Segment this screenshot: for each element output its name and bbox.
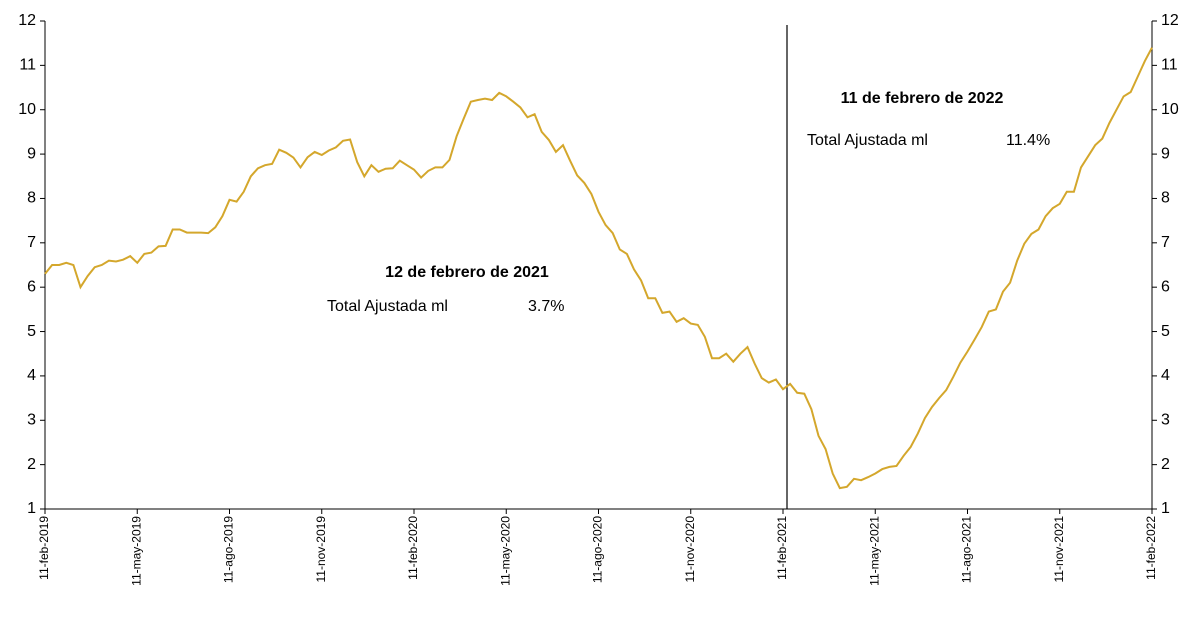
x-tick-label: 11-may-2019 [129, 516, 143, 586]
x-tick-label: 11-feb-2022 [1144, 516, 1158, 580]
y2-tick-label: 7 [1161, 234, 1170, 251]
x-tick-label: 11-ago-2021 [960, 516, 974, 583]
y2-tick-label: 8 [1161, 190, 1170, 207]
annotation-label: Total Ajustada ml [807, 132, 928, 149]
y-tick-label: 12 [18, 12, 36, 29]
y-tick-label: 1 [27, 500, 36, 517]
y-tick-label: 7 [27, 234, 36, 251]
y2-tick-label: 3 [1161, 411, 1170, 428]
annotation-value: 3.7% [528, 298, 564, 315]
annotation-title: 11 de febrero de 2022 [841, 90, 1004, 107]
y-tick-label: 6 [27, 278, 36, 295]
y2-tick-label: 4 [1161, 367, 1170, 384]
y2-tick-label: 2 [1161, 456, 1170, 473]
y2-tick-label: 9 [1161, 145, 1170, 162]
y-tick-label: 11 [19, 57, 36, 74]
x-tick-label: 11-ago-2020 [591, 516, 605, 583]
x-tick-label: 11-nov-2020 [683, 516, 697, 583]
x-tick-label: 11-nov-2021 [1052, 516, 1066, 583]
x-tick-label: 11-ago-2019 [222, 516, 236, 583]
annotation-value: 11.4% [1006, 132, 1050, 149]
y2-tick-label: 10 [1161, 101, 1179, 118]
y-tick-label: 5 [27, 323, 36, 340]
y2-tick-label: 11 [1161, 57, 1178, 74]
y-tick-label: 2 [27, 456, 36, 473]
y2-tick-label: 1 [1161, 500, 1170, 517]
x-tick-label: 11-feb-2019 [37, 516, 51, 580]
y-tick-label: 8 [27, 190, 36, 207]
x-tick-label: 11-feb-2020 [406, 516, 420, 580]
y2-tick-label: 5 [1161, 323, 1170, 340]
annotation-label: Total Ajustada ml [327, 298, 448, 315]
x-tick-label: 11-nov-2019 [314, 516, 328, 583]
y-tick-label: 4 [27, 367, 36, 384]
y-tick-label: 3 [27, 411, 36, 428]
x-tick-label: 11-may-2020 [498, 516, 512, 586]
y-tick-label: 10 [18, 101, 36, 118]
annotation-title: 12 de febrero de 2021 [385, 264, 549, 281]
y2-tick-label: 6 [1161, 278, 1170, 295]
x-tick-label: 11-may-2021 [867, 516, 881, 586]
x-tick-label: 11-feb-2021 [775, 516, 789, 580]
data-line [44, 47, 1153, 490]
y2-tick-label: 12 [1161, 12, 1179, 29]
y-tick-label: 9 [27, 145, 36, 162]
